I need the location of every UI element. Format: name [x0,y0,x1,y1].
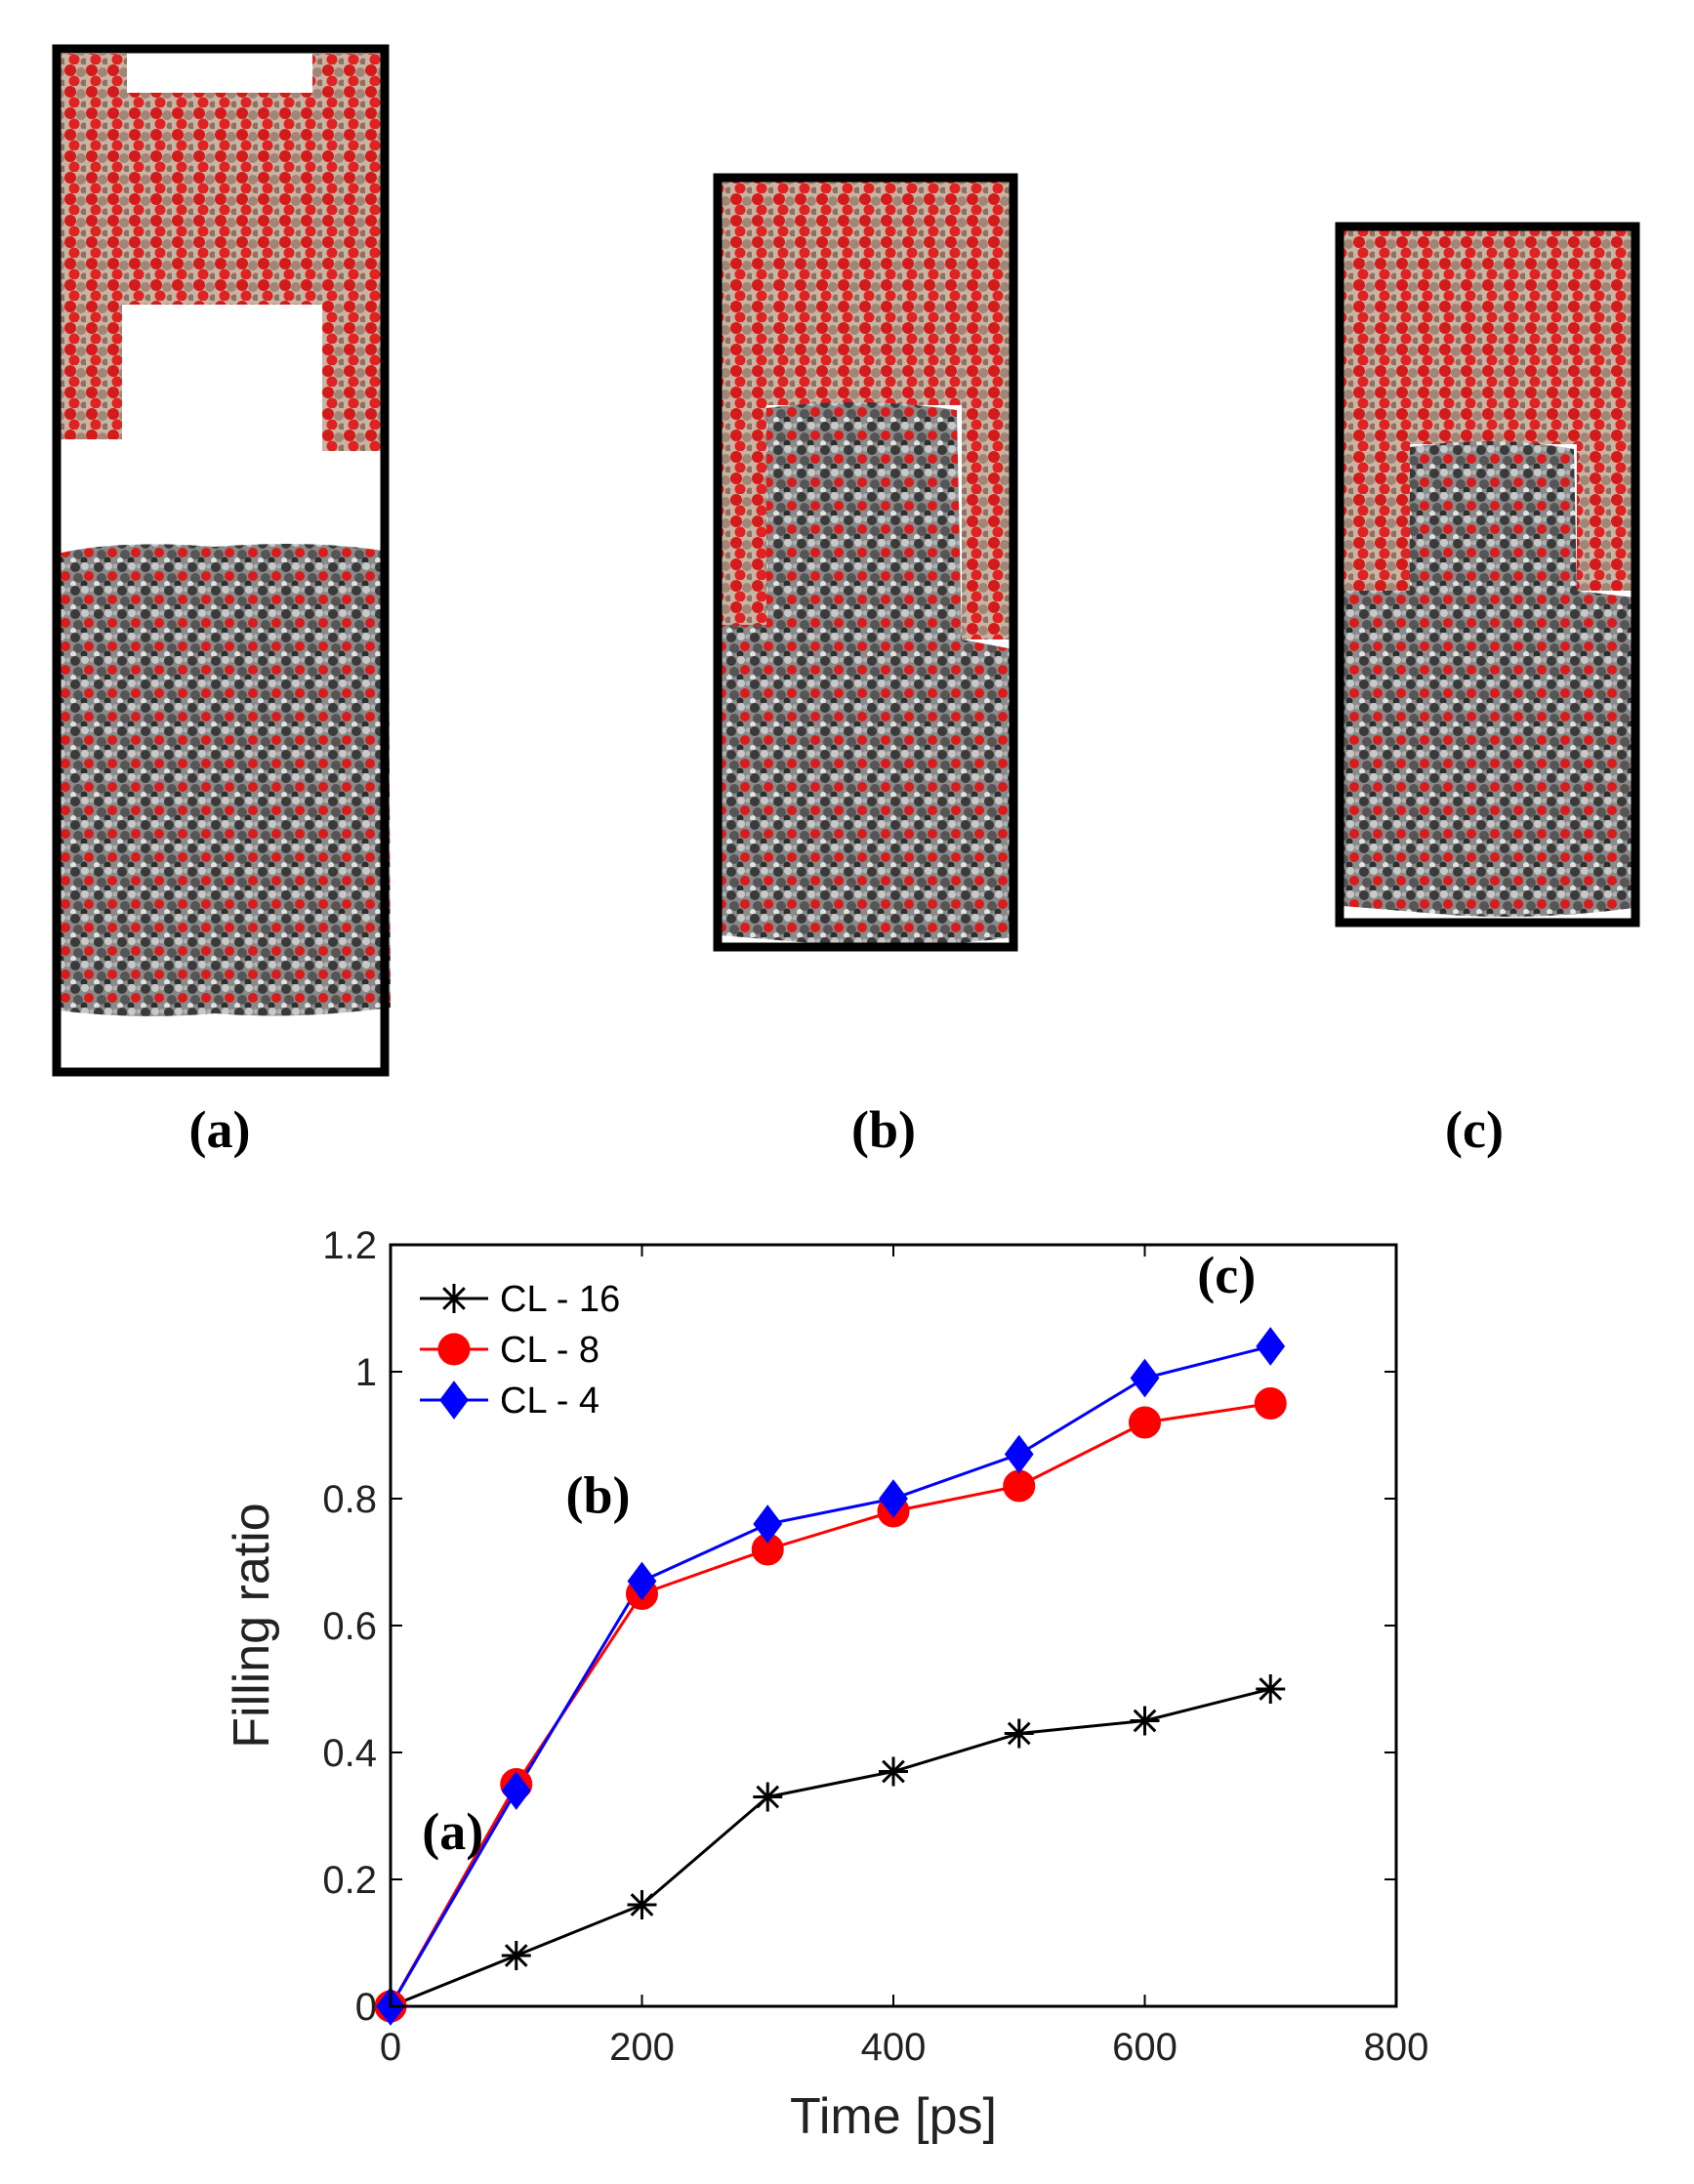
series-1-point [1256,1674,1286,1704]
snapshot-b-surface [718,181,1013,405]
series-line-2 [389,1402,1271,2007]
x-tick-label: 800 [1364,2026,1429,2069]
legend: CL - 16 CL - 8 CL - 4 [420,1279,620,1422]
y-tick-label: 0.2 [322,1859,377,1902]
series-2-point [1003,1469,1036,1503]
snapshot-c-liquid [1343,440,1635,917]
series-line-3 [389,1344,1271,2007]
series-1-point [501,1941,531,1970]
legend-label: CL - 4 [500,1380,599,1422]
snapshot-c-pillar-right [1577,444,1635,591]
snapshot-a-liquid [54,543,391,1016]
snapshot-b [713,173,1018,952]
annotation-label: (b) [566,1466,631,1525]
snapshot-label-a: (a) [189,1100,251,1159]
legend-label: CL - 16 [500,1279,620,1320]
snapshot-label-c: (c) [1445,1100,1504,1159]
x-axis-title: Time [ps] [790,2088,997,2145]
snapshot-c-surface [1340,229,1635,444]
annotation-label: (c) [1197,1246,1256,1304]
y-tick-label: 0 [355,1986,377,2029]
snapshot-a-gap [127,54,312,93]
snapshot-a [52,44,391,1077]
snapshot-b-pillar-right [962,405,1013,639]
legend-marker [437,1333,471,1366]
series-3-point [879,1479,908,1518]
snapshot-a-surface [57,54,383,451]
chart-series-markers [374,1327,1287,2026]
y-tick-label: 0.8 [322,1478,377,1521]
series-2-point [1254,1387,1287,1420]
y-axis-title: Filling ratio [224,1503,280,1748]
plot-area-frame [389,1243,1398,2008]
filling-ratio-chart: 0 200 400 600 800 0 0.2 0.4 0.6 0.8 1 1.2 Time [ps]… [224,1224,1428,2145]
x-tick-label: 600 [1112,2026,1178,2069]
series-3-point [1256,1327,1286,1366]
series-1-point [1130,1706,1160,1736]
snapshot-c-pillar-left [1340,444,1410,591]
snapshot-c [1335,222,1640,927]
series-1-point [627,1890,657,1919]
legend-label: CL - 8 [500,1330,599,1371]
series-1-point [1004,1718,1034,1749]
legend-marker [439,1284,469,1313]
series-line-1 [390,1687,1271,2008]
y-tick-label: 0.4 [322,1732,377,1775]
legend-marker [439,1380,469,1420]
chart-series-lines [389,1344,1271,2008]
chart-tick-labels: 0 200 400 600 800 0 0.2 0.4 0.6 0.8 1 1.2 [322,1224,1428,2069]
x-tick-label: 400 [861,2026,927,2069]
series-3-point [501,1771,531,1810]
y-tick-label: 0.6 [322,1605,377,1648]
y-tick-label: 1.2 [322,1224,377,1267]
series-1-point [753,1782,783,1812]
y-tick-label: 1 [355,1351,377,1394]
x-tick-label: 0 [380,2026,401,2069]
series-1-point [879,1756,908,1787]
snapshot-b-box [713,173,1018,952]
snapshot-c-box [1335,222,1640,927]
annotation-label: (a) [422,1802,483,1861]
series-3-point [627,1561,657,1601]
chart-annotations: (a) (b) (c) [422,1246,1256,1861]
series-3-point [753,1504,783,1544]
series-3-point [1004,1434,1034,1474]
snapshot-b-liquid [721,401,1013,946]
snapshot-label-b: (b) [851,1100,916,1159]
series-2-point [1129,1406,1161,1439]
snapshot-a-box [52,44,390,1077]
series-3-point [1130,1358,1160,1398]
snapshot-b-pillar-left [718,405,766,625]
x-tick-label: 200 [609,2026,675,2069]
